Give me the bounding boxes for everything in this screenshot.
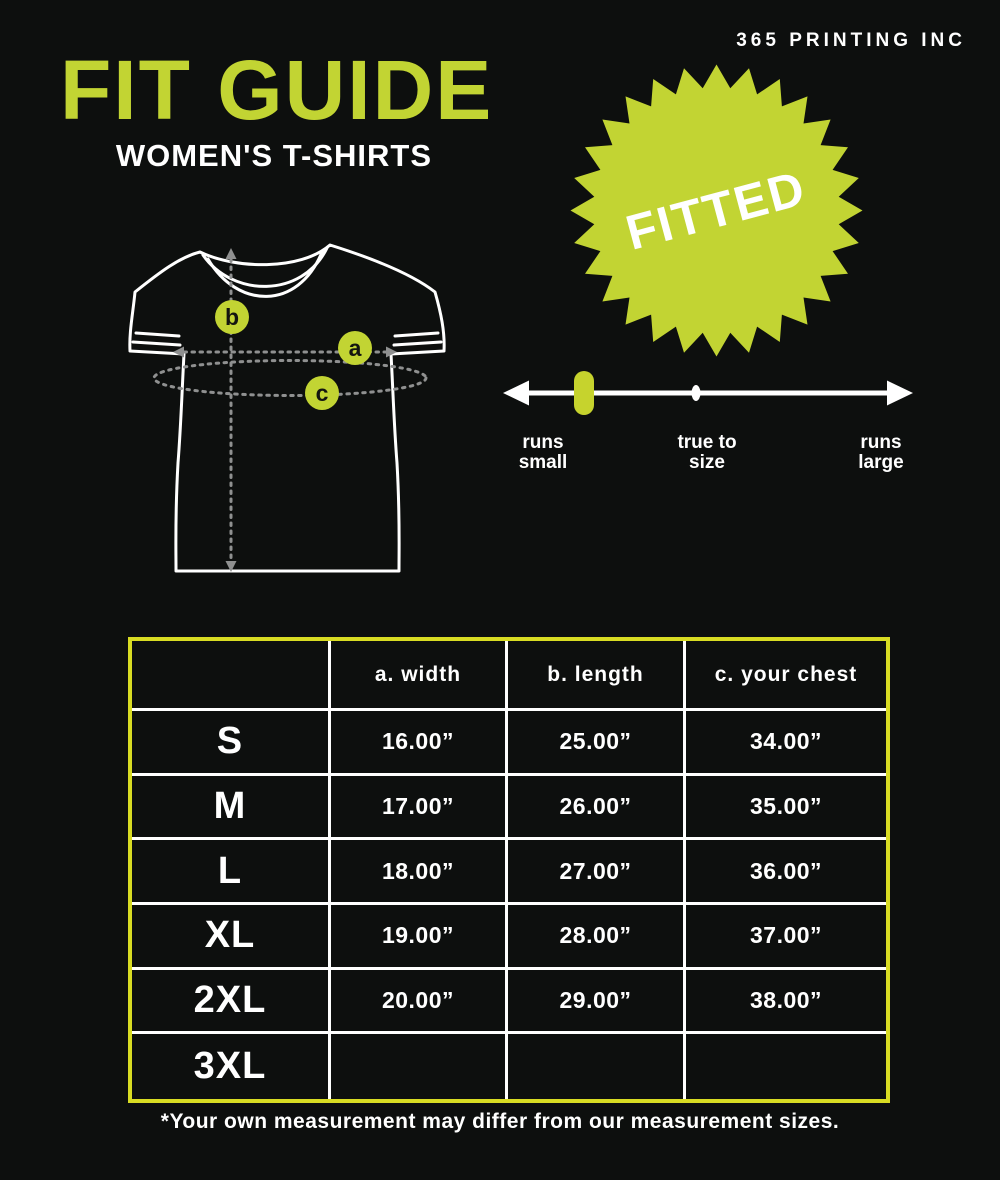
marker-c: c — [305, 376, 339, 410]
guide-arrowheads — [173, 248, 397, 572]
table-cell-chest: 36.00” — [686, 840, 886, 905]
table-header-corner — [132, 641, 331, 711]
table-header-width: a. width — [330, 641, 508, 711]
tshirt-diagram: b a c — [128, 243, 446, 573]
table-cell-length: 26.00” — [508, 775, 687, 841]
scale-label-runs-small: runs small — [518, 432, 568, 473]
page-title: FIT GUIDE — [60, 43, 494, 137]
table-row-size: XL — [132, 904, 331, 970]
brand-name: 365 PRINTING INC — [736, 30, 966, 51]
table-cell-width — [331, 1034, 508, 1099]
fitted-badge: FITTED — [570, 64, 863, 357]
table-cell-width: 17.00” — [330, 775, 508, 841]
table-cell-length: 25.00” — [508, 711, 687, 776]
marker-b: b — [215, 300, 249, 334]
table-cell-length: 29.00” — [508, 969, 687, 1035]
marker-c-label: c — [316, 380, 329, 406]
marker-a: a — [338, 331, 372, 365]
table-row-size: 3XL — [132, 1034, 331, 1099]
table-cell-length: 27.00” — [508, 840, 687, 905]
table-cell-width: 16.00” — [330, 711, 508, 776]
table-cell-width: 18.00” — [330, 840, 508, 905]
table-cell-chest: 38.00” — [686, 970, 886, 1035]
measurement-guides — [152, 257, 428, 563]
scale-arrow-left-icon — [503, 380, 529, 406]
table-cell-width: 20.00” — [330, 969, 508, 1035]
table-header-chest: c. your chest — [686, 641, 886, 711]
footnote: *Your own measurement may differ from ou… — [160, 1110, 840, 1133]
table-row-size: L — [132, 840, 331, 905]
starburst-icon — [570, 64, 863, 357]
table-row-size: 2XL — [132, 969, 331, 1035]
page-subtitle-wrap: WOMEN'S T-SHIRTS — [60, 138, 432, 174]
table-cell-chest: 37.00” — [686, 905, 886, 970]
table-row-size: S — [132, 711, 331, 776]
scale-marker-pill — [574, 371, 594, 415]
table-cell-length: 28.00” — [508, 904, 687, 970]
table-cell-length — [508, 1034, 687, 1099]
tshirt-outline-icon — [128, 243, 446, 573]
table-row-size: M — [132, 775, 331, 841]
page-subtitle: WOMEN'S T-SHIRTS — [115, 138, 432, 173]
scale-arrow-right-icon — [887, 380, 913, 406]
marker-a-label: a — [349, 335, 362, 361]
table-header-length: b. length — [508, 641, 687, 711]
scale-label-true-to-size: true to size — [677, 432, 737, 473]
chest-guide-ellipse — [152, 359, 428, 397]
table-cell-chest: 34.00” — [686, 711, 886, 776]
marker-b-label: b — [225, 304, 239, 330]
scale-label-runs-large: runs large — [858, 432, 904, 473]
size-table: a. width b. length c. your chest S 16.00… — [128, 637, 890, 1103]
fit-scale — [503, 371, 913, 415]
table-cell-chest: 35.00” — [686, 776, 886, 841]
table-cell-width: 19.00” — [330, 904, 508, 970]
scale-center-tick — [691, 385, 701, 401]
table-cell-chest — [686, 1034, 886, 1099]
